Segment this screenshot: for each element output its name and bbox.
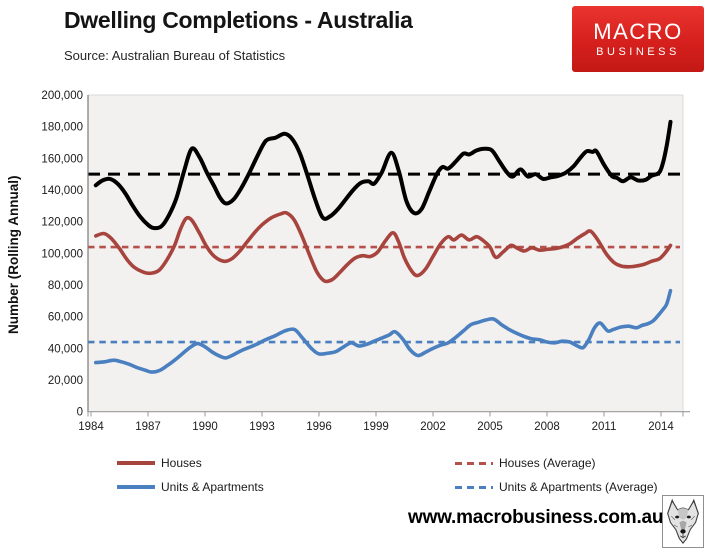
- x-tick-label: 1996: [306, 421, 332, 433]
- series-line-units-apartments: [94, 288, 673, 374]
- x-tick-label: 2008: [534, 421, 560, 433]
- legend-item-houses: Houses: [117, 455, 202, 471]
- x-tick-label: 1987: [135, 421, 161, 433]
- legend-label: Houses (Average): [499, 456, 596, 470]
- macrobusiness-logo: MACRO BUSINESS: [572, 6, 704, 72]
- houses-average-dash-swatch-icon: [455, 461, 493, 465]
- logo-line-1: MACRO: [593, 18, 683, 44]
- plot-area: [88, 95, 683, 412]
- x-tick-label: 1990: [192, 421, 218, 433]
- legend-label: Units & Apartments (Average): [499, 480, 658, 494]
- x-tick-label: 2014: [648, 421, 674, 433]
- y-axis-title: Number (Rolling Annual): [6, 176, 21, 335]
- legend-label: Units & Apartments: [161, 480, 264, 494]
- wolf-logo-box: [662, 495, 704, 548]
- x-tick-labels-group: 1984 1987 1990 1993 1996 1999 2002 2005 2008 2011…: [78, 411, 684, 433]
- legend-item-houses-average: Houses (Average): [455, 455, 596, 471]
- series-line-houses: [94, 210, 673, 284]
- series-lines-group: [93, 119, 673, 374]
- houses-line-swatch-icon: [117, 461, 155, 465]
- logo-line-2: BUSINESS: [596, 45, 680, 58]
- page-title: Dwelling Completions - Australia: [64, 7, 413, 33]
- legend-item-units-apartments-average: Units & Apartments (Average): [455, 479, 658, 495]
- units-line-swatch-icon: [117, 485, 155, 489]
- y-tick-label: 120,000: [41, 217, 83, 229]
- y-tick-labels-group: 0 20,000 40,000 60,000 80,000 100,000 120,000 1…: [41, 90, 83, 419]
- website-url: www.macrobusiness.com.au: [408, 507, 664, 528]
- series-line-total-dwellings-unlabelled-black-line-: [93, 119, 673, 231]
- x-tick-label: 1993: [249, 421, 275, 433]
- y-tick-label: 100,000: [41, 248, 83, 260]
- y-tick-label: 80,000: [48, 280, 83, 292]
- source-caption: Source: Australian Bureau of Statistics: [64, 48, 286, 63]
- y-tick-label: 160,000: [41, 153, 83, 165]
- y-tick-label: 20,000: [48, 375, 83, 387]
- legend-item-units-apartments: Units & Apartments: [117, 479, 264, 495]
- y-tick-label: 180,000: [41, 122, 83, 134]
- x-tick-label: 1984: [78, 421, 104, 433]
- y-tick-label: 0: [77, 407, 83, 419]
- y-tick-label: 200,000: [41, 90, 83, 102]
- y-tick-label: 60,000: [48, 312, 83, 324]
- x-tick-label: 2011: [592, 421, 617, 433]
- wolf-logo-icon: [667, 498, 699, 544]
- x-tick-label: 1999: [363, 421, 389, 433]
- y-tick-label: 40,000: [48, 343, 83, 355]
- x-tick-label: 2002: [420, 421, 446, 433]
- x-tick-label: 2005: [477, 421, 503, 433]
- units-average-dash-swatch-icon: [455, 485, 493, 489]
- y-tick-label: 140,000: [41, 185, 83, 197]
- average-lines-group: [88, 172, 680, 344]
- legend-label: Houses: [161, 456, 202, 470]
